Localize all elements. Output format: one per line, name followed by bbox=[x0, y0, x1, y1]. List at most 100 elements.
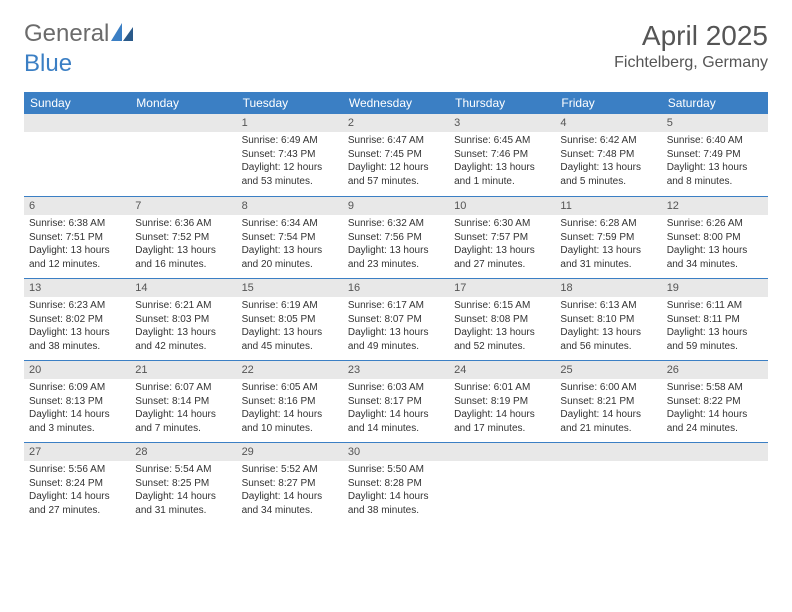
day-number: 21 bbox=[130, 361, 236, 379]
day-number: 8 bbox=[237, 197, 343, 215]
daylight-text: Daylight: 14 hours and 7 minutes. bbox=[135, 408, 231, 435]
day-body: Sunrise: 6:47 AMSunset: 7:45 PMDaylight:… bbox=[343, 132, 449, 192]
sunset-text: Sunset: 7:46 PM bbox=[454, 148, 550, 162]
day-number: 10 bbox=[449, 197, 555, 215]
sunset-text: Sunset: 7:54 PM bbox=[242, 231, 338, 245]
day-cell: 6Sunrise: 6:38 AMSunset: 7:51 PMDaylight… bbox=[24, 197, 130, 278]
day-cell: 25Sunrise: 6:00 AMSunset: 8:21 PMDayligh… bbox=[555, 361, 661, 442]
day-body: Sunrise: 6:11 AMSunset: 8:11 PMDaylight:… bbox=[662, 297, 768, 357]
sunset-text: Sunset: 8:14 PM bbox=[135, 395, 231, 409]
sunrise-text: Sunrise: 5:52 AM bbox=[242, 463, 338, 477]
sunrise-text: Sunrise: 6:36 AM bbox=[135, 217, 231, 231]
sunset-text: Sunset: 8:11 PM bbox=[667, 313, 763, 327]
daylight-text: Daylight: 13 hours and 34 minutes. bbox=[667, 244, 763, 271]
day-number: 3 bbox=[449, 114, 555, 132]
day-body: Sunrise: 6:30 AMSunset: 7:57 PMDaylight:… bbox=[449, 215, 555, 275]
day-cell: 1Sunrise: 6:49 AMSunset: 7:43 PMDaylight… bbox=[237, 114, 343, 196]
day-cell: 16Sunrise: 6:17 AMSunset: 8:07 PMDayligh… bbox=[343, 279, 449, 360]
day-number bbox=[662, 443, 768, 461]
day-body: Sunrise: 6:03 AMSunset: 8:17 PMDaylight:… bbox=[343, 379, 449, 439]
day-cell: 7 Sunrise: 6:36 AMSunset: 7:52 PMDaylight… bbox=[130, 197, 236, 278]
day-cell: 24Sunrise: 6:01 AMSunset: 8:19 PMDayligh… bbox=[449, 361, 555, 442]
day-cell: 21Sunrise: 6:07 AMSunset: 8:14 PMDayligh… bbox=[130, 361, 236, 442]
day-body: Sunrise: 6:00 AMSunset: 8:21 PMDaylight:… bbox=[555, 379, 661, 439]
sunset-text: Sunset: 8:27 PM bbox=[242, 477, 338, 491]
logo: General bbox=[24, 20, 133, 48]
day-cell: 26Sunrise: 5:58 AMSunset: 8:22 PMDayligh… bbox=[662, 361, 768, 442]
day-number: 24 bbox=[449, 361, 555, 379]
sunrise-text: Sunrise: 6:45 AM bbox=[454, 134, 550, 148]
sunset-text: Sunset: 7:52 PM bbox=[135, 231, 231, 245]
day-number: 11 bbox=[555, 197, 661, 215]
day-number: 18 bbox=[555, 279, 661, 297]
day-cell: 22Sunrise: 6:05 AMSunset: 8:16 PMDayligh… bbox=[237, 361, 343, 442]
daylight-text: Daylight: 14 hours and 24 minutes. bbox=[667, 408, 763, 435]
daylight-text: Daylight: 14 hours and 27 minutes. bbox=[29, 490, 125, 517]
day-body: Sunrise: 6:07 AMSunset: 8:14 PMDaylight:… bbox=[130, 379, 236, 439]
sunrise-text: Sunrise: 6:47 AM bbox=[348, 134, 444, 148]
day-body: Sunrise: 5:54 AMSunset: 8:25 PMDaylight:… bbox=[130, 461, 236, 521]
daylight-text: Daylight: 13 hours and 5 minutes. bbox=[560, 161, 656, 188]
day-number: 6 bbox=[24, 197, 130, 215]
day-number: 27 bbox=[24, 443, 130, 461]
day-cell: 10Sunrise: 6:30 AMSunset: 7:57 PMDayligh… bbox=[449, 197, 555, 278]
sunset-text: Sunset: 7:59 PM bbox=[560, 231, 656, 245]
sunset-text: Sunset: 8:13 PM bbox=[29, 395, 125, 409]
sunset-text: Sunset: 8:02 PM bbox=[29, 313, 125, 327]
sunset-text: Sunset: 8:21 PM bbox=[560, 395, 656, 409]
day-cell: 29Sunrise: 5:52 AMSunset: 8:27 PMDayligh… bbox=[237, 443, 343, 524]
day-cell: 8Sunrise: 6:34 AMSunset: 7:54 PMDaylight… bbox=[237, 197, 343, 278]
sunrise-text: Sunrise: 6:15 AM bbox=[454, 299, 550, 313]
sunset-text: Sunset: 7:57 PM bbox=[454, 231, 550, 245]
day-cell: 15Sunrise: 6:19 AMSunset: 8:05 PMDayligh… bbox=[237, 279, 343, 360]
day-number: 7 bbox=[130, 197, 236, 215]
sunrise-text: Sunrise: 6:07 AM bbox=[135, 381, 231, 395]
day-cell: 12Sunrise: 6:26 AMSunset: 8:00 PMDayligh… bbox=[662, 197, 768, 278]
day-body: Sunrise: 6:15 AMSunset: 8:08 PMDaylight:… bbox=[449, 297, 555, 357]
day-number: 23 bbox=[343, 361, 449, 379]
day-cell: 30Sunrise: 5:50 AMSunset: 8:28 PMDayligh… bbox=[343, 443, 449, 524]
sunrise-text: Sunrise: 6:11 AM bbox=[667, 299, 763, 313]
daylight-text: Daylight: 14 hours and 21 minutes. bbox=[560, 408, 656, 435]
day-number: 16 bbox=[343, 279, 449, 297]
day-body: Sunrise: 6:34 AMSunset: 7:54 PMDaylight:… bbox=[237, 215, 343, 275]
sunrise-text: Sunrise: 6:32 AM bbox=[348, 217, 444, 231]
sunrise-text: Sunrise: 6:38 AM bbox=[29, 217, 125, 231]
daylight-text: Daylight: 13 hours and 1 minute. bbox=[454, 161, 550, 188]
sunrise-text: Sunrise: 6:40 AM bbox=[667, 134, 763, 148]
daylight-text: Daylight: 13 hours and 16 minutes. bbox=[135, 244, 231, 271]
day-cell: 19Sunrise: 6:11 AMSunset: 8:11 PMDayligh… bbox=[662, 279, 768, 360]
daylight-text: Daylight: 14 hours and 17 minutes. bbox=[454, 408, 550, 435]
day-body: Sunrise: 6:32 AMSunset: 7:56 PMDaylight:… bbox=[343, 215, 449, 275]
day-cell bbox=[130, 114, 236, 196]
sunset-text: Sunset: 8:08 PM bbox=[454, 313, 550, 327]
day-header-tue: Tuesday bbox=[237, 92, 343, 114]
day-cell bbox=[24, 114, 130, 196]
day-number: 25 bbox=[555, 361, 661, 379]
week-row: 27Sunrise: 5:56 AMSunset: 8:24 PMDayligh… bbox=[24, 442, 768, 524]
sunset-text: Sunset: 8:10 PM bbox=[560, 313, 656, 327]
daylight-text: Daylight: 13 hours and 45 minutes. bbox=[242, 326, 338, 353]
day-number: 15 bbox=[237, 279, 343, 297]
day-number: 12 bbox=[662, 197, 768, 215]
sunset-text: Sunset: 7:45 PM bbox=[348, 148, 444, 162]
week-row: 20Sunrise: 6:09 AMSunset: 8:13 PMDayligh… bbox=[24, 360, 768, 442]
daylight-text: Daylight: 14 hours and 10 minutes. bbox=[242, 408, 338, 435]
sunrise-text: Sunrise: 6:49 AM bbox=[242, 134, 338, 148]
sunrise-text: Sunrise: 5:58 AM bbox=[667, 381, 763, 395]
sunrise-text: Sunrise: 6:34 AM bbox=[242, 217, 338, 231]
sunrise-text: Sunrise: 6:05 AM bbox=[242, 381, 338, 395]
daylight-text: Daylight: 14 hours and 31 minutes. bbox=[135, 490, 231, 517]
sunset-text: Sunset: 7:43 PM bbox=[242, 148, 338, 162]
sunset-text: Sunset: 8:16 PM bbox=[242, 395, 338, 409]
day-cell: 13Sunrise: 6:23 AMSunset: 8:02 PMDayligh… bbox=[24, 279, 130, 360]
day-number bbox=[555, 443, 661, 461]
day-cell: 4Sunrise: 6:42 AMSunset: 7:48 PMDaylight… bbox=[555, 114, 661, 196]
day-number bbox=[24, 114, 130, 132]
daylight-text: Daylight: 13 hours and 49 minutes. bbox=[348, 326, 444, 353]
day-body: Sunrise: 6:45 AMSunset: 7:46 PMDaylight:… bbox=[449, 132, 555, 192]
sunset-text: Sunset: 8:00 PM bbox=[667, 231, 763, 245]
sunrise-text: Sunrise: 6:30 AM bbox=[454, 217, 550, 231]
day-cell bbox=[449, 443, 555, 524]
daylight-text: Daylight: 13 hours and 56 minutes. bbox=[560, 326, 656, 353]
